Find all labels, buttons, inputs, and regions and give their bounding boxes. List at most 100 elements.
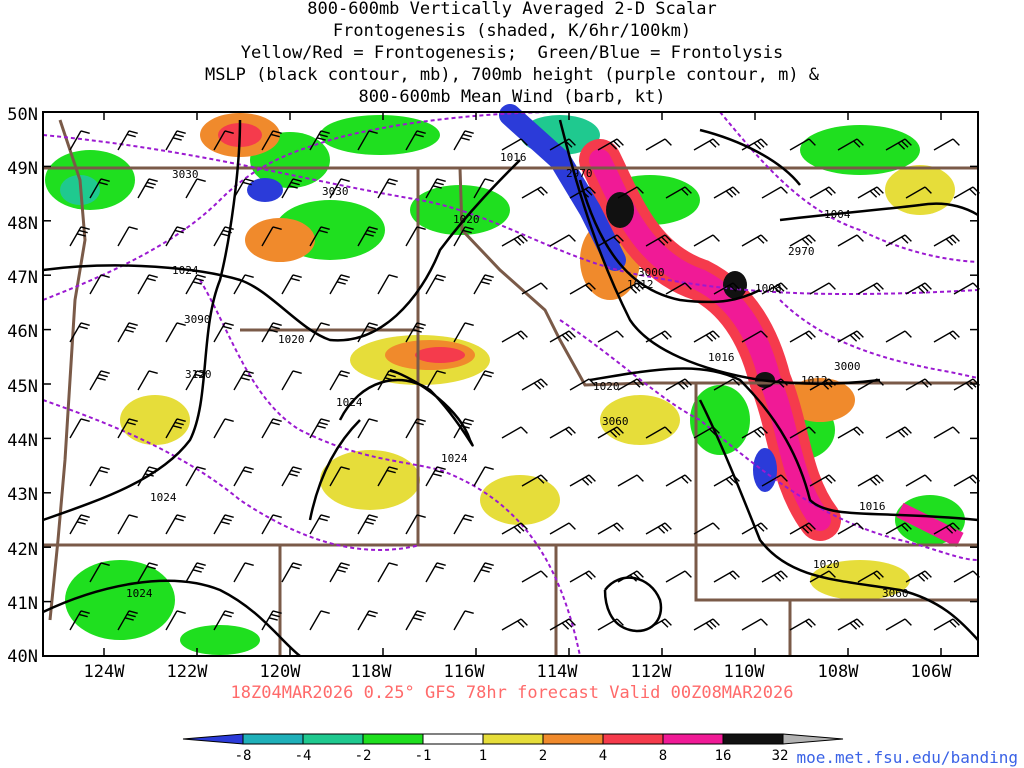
colorbar (182, 733, 844, 745)
wind-barb (665, 378, 692, 391)
wind-barb (809, 186, 836, 199)
wind-barb (933, 138, 960, 151)
wind-barb (885, 426, 912, 439)
mslp-contour (42, 119, 242, 522)
wind-barb (713, 570, 740, 583)
wind-barb (377, 466, 398, 487)
height-contour (559, 319, 979, 561)
wind-barb (309, 226, 330, 247)
colorbar-swatch (542, 733, 604, 745)
wind-barb (261, 418, 282, 439)
wind-barb (905, 570, 932, 583)
wind-barb (905, 282, 932, 295)
wind-barb (521, 186, 548, 199)
longitude-labels: 124W 122W 120W 118W 116W 114W 112W 110W … (84, 662, 953, 682)
wind-barb (569, 570, 596, 583)
wind-barb (165, 610, 186, 631)
wind-barb (617, 282, 644, 295)
lat-label: 45N (7, 377, 38, 397)
frontogenesis-max (606, 192, 634, 228)
wind-barb (857, 378, 884, 391)
colorbar-swatch (302, 733, 364, 745)
wind-barb (405, 514, 426, 535)
mslp-label: 1020 (593, 380, 620, 393)
title-line-2: Frontogenesis (shaded, K/6hr/100km) (332, 21, 692, 41)
frontolysis-area (800, 125, 920, 175)
wind-barb (501, 138, 528, 151)
wind-barb (741, 426, 768, 439)
wind-barb (425, 178, 446, 199)
wind-barb (809, 474, 836, 487)
lat-label: 49N (7, 159, 38, 179)
wind-barb (89, 274, 110, 295)
site-credit[interactable]: moe.met.fsu.edu/banding (796, 748, 1018, 767)
frontogenesis-area (785, 378, 855, 422)
colorbar-swatch (662, 733, 724, 745)
wind-barb (185, 562, 206, 583)
wind-barb (425, 466, 446, 487)
wind-barb (665, 186, 692, 199)
lat-label: 42N (7, 540, 38, 560)
wind-barb (905, 186, 932, 199)
wind-barb (473, 370, 494, 391)
lon-label: 118W (351, 662, 393, 682)
wind-barb (329, 562, 350, 583)
wind-barb (473, 466, 494, 487)
wind-barb (549, 426, 576, 439)
wind-barb (377, 562, 398, 583)
wind-barb (953, 378, 980, 391)
wind-barb (357, 226, 378, 247)
wind-barb (69, 610, 90, 631)
wind-barb (281, 274, 302, 295)
shading-layer (45, 104, 965, 655)
wind-barb (837, 522, 864, 535)
wind-barb (425, 562, 446, 583)
frontolysis-area (320, 115, 440, 155)
wind-barb (425, 274, 446, 295)
mslp-label: 1020 (278, 333, 305, 346)
wind-barb (69, 130, 90, 151)
colorbar-label: -1 (415, 748, 432, 764)
colorbar-swatch (482, 733, 544, 745)
wind-barb (309, 514, 330, 535)
wind-barb (405, 226, 426, 247)
colorbar-labels: -8 -4 -2 -1 1 2 4 8 16 32 (235, 748, 789, 764)
wind-barb (789, 138, 816, 151)
wind-barb (809, 282, 836, 295)
wind-barb (89, 370, 110, 391)
mslp-contour (42, 579, 301, 657)
wind-barb (329, 466, 350, 487)
wind-barb (665, 282, 692, 295)
forecast-footer: 18Z04MAR2026 0.25° GFS 78hr forecast Val… (230, 683, 794, 703)
wind-barb (117, 322, 138, 343)
wind-barb (473, 178, 494, 199)
wind-barb (185, 274, 206, 295)
wind-barb (741, 138, 768, 151)
mslp-label: 1016 (500, 151, 527, 164)
wind-barb (261, 322, 282, 343)
lon-label: 110W (724, 662, 766, 682)
lat-label: 43N (7, 485, 38, 505)
wind-barb (185, 370, 206, 391)
wind-barb (693, 330, 720, 343)
wind-barb (233, 274, 254, 295)
wind-barb (165, 418, 186, 439)
wind-barb (761, 474, 788, 487)
wind-barb (693, 618, 720, 631)
wind-barb (549, 234, 576, 247)
frontolysis-area (690, 385, 750, 455)
wind-barb (617, 474, 644, 487)
mslp-contour (698, 399, 979, 641)
wind-barb (597, 234, 624, 247)
mslp-label: 1004 (824, 208, 851, 221)
wind-barb (165, 322, 186, 343)
wind-barb (933, 234, 960, 247)
mslp-contour (699, 128, 801, 186)
mslp-label: 1016 (708, 351, 735, 364)
mslp-contour (308, 419, 361, 521)
wind-barb (665, 474, 692, 487)
wind-barb (741, 234, 768, 247)
wind-barb (857, 282, 884, 295)
wind-barb (165, 514, 186, 535)
wind-barb (213, 322, 234, 343)
